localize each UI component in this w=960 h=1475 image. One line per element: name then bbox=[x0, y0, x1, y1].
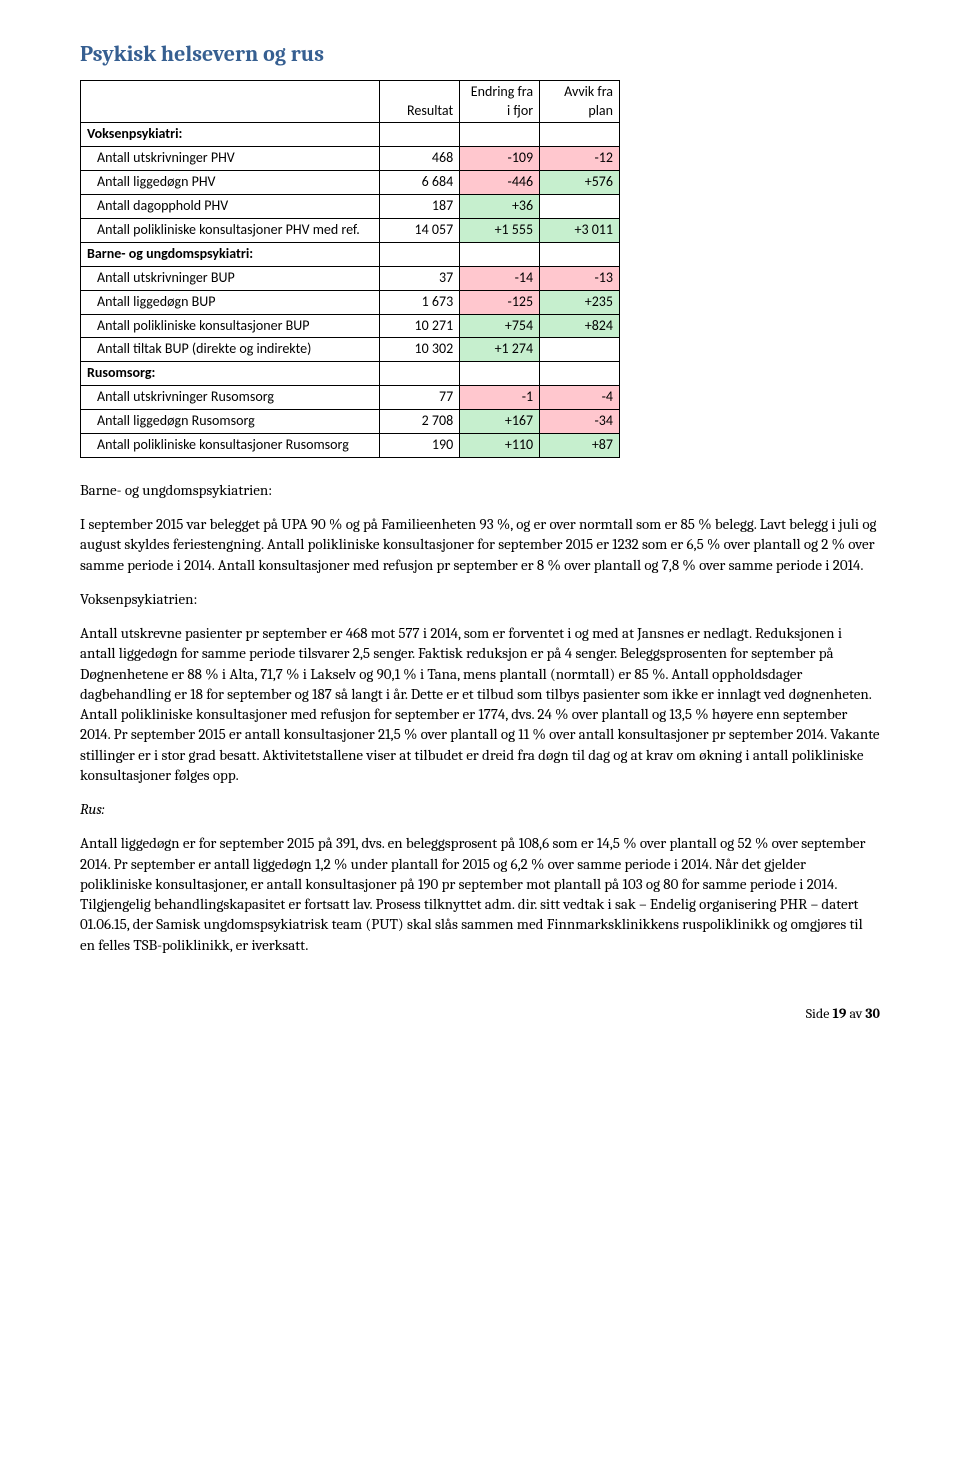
table-cell-result: 37 bbox=[380, 266, 460, 290]
table-section-row: Rusomsorg: bbox=[81, 362, 620, 386]
table-header-row: Resultat Endring fra i fjor Avvik fra pl… bbox=[81, 80, 620, 123]
col-header-deviation: Avvik fra plan bbox=[540, 80, 620, 123]
table-cell-result: 6 684 bbox=[380, 171, 460, 195]
table-cell-deviation: -12 bbox=[540, 147, 620, 171]
table-cell-deviation bbox=[540, 195, 620, 219]
table-cell-change: -109 bbox=[460, 147, 540, 171]
table-cell-blank bbox=[540, 242, 620, 266]
table-cell-change: +754 bbox=[460, 314, 540, 338]
table-cell-change: -1 bbox=[460, 386, 540, 410]
table-cell-change: +36 bbox=[460, 195, 540, 219]
table-row: Antall liggedøgn Rusomsorg2 708+167-34 bbox=[81, 410, 620, 434]
table-cell-label: Antall liggedøgn BUP bbox=[81, 290, 380, 314]
table-section-label: Voksenpsykiatri: bbox=[81, 123, 380, 147]
table-row: Antall utskrivninger PHV468-109-12 bbox=[81, 147, 620, 171]
table-cell-label: Antall polikliniske konsultasjoner BUP bbox=[81, 314, 380, 338]
paragraph-rus: Antall liggedøgn er for september 2015 p… bbox=[80, 833, 880, 955]
table-cell-blank bbox=[460, 123, 540, 147]
table-cell-deviation: -4 bbox=[540, 386, 620, 410]
table-cell-deviation: +576 bbox=[540, 171, 620, 195]
footer-mid: av bbox=[846, 1005, 865, 1022]
page-footer: Side 19 av 30 bbox=[80, 1005, 880, 1024]
table-row: Antall utskrivninger BUP37-14-13 bbox=[81, 266, 620, 290]
table-section-row: Voksenpsykiatri: bbox=[81, 123, 620, 147]
page-title: Psykisk helsevern og rus bbox=[80, 40, 880, 70]
table-cell-label: Antall polikliniske konsultasjoner PHV m… bbox=[81, 219, 380, 243]
table-cell-label: Antall utskrivninger BUP bbox=[81, 266, 380, 290]
footer-page: 19 bbox=[832, 1005, 846, 1022]
table-cell-result: 2 708 bbox=[380, 410, 460, 434]
table-cell-deviation: +87 bbox=[540, 434, 620, 458]
table-cell-result: 10 302 bbox=[380, 338, 460, 362]
table-cell-result: 14 057 bbox=[380, 219, 460, 243]
table-cell-change: +1 274 bbox=[460, 338, 540, 362]
subheading-voksen: Voksenpsykiatrien: bbox=[80, 589, 880, 609]
table-cell-deviation: -34 bbox=[540, 410, 620, 434]
table-cell-change: +110 bbox=[460, 434, 540, 458]
paragraph-voksen: Antall utskrevne pasienter pr september … bbox=[80, 623, 880, 785]
footer-total: 30 bbox=[865, 1005, 880, 1022]
table-section-row: Barne- og ungdomspsykiatri: bbox=[81, 242, 620, 266]
table-cell-result: 10 271 bbox=[380, 314, 460, 338]
table-cell-label: Antall utskrivninger Rusomsorg bbox=[81, 386, 380, 410]
table-cell-blank bbox=[460, 242, 540, 266]
table-cell-label: Antall utskrivninger PHV bbox=[81, 147, 380, 171]
table-section-label: Barne- og ungdomspsykiatri: bbox=[81, 242, 380, 266]
table-row: Antall dagopphold PHV187+36 bbox=[81, 195, 620, 219]
table-cell-deviation: +3 011 bbox=[540, 219, 620, 243]
table-section-label: Rusomsorg: bbox=[81, 362, 380, 386]
table-cell-blank bbox=[380, 242, 460, 266]
table-cell-blank bbox=[540, 362, 620, 386]
col-header-result: Resultat bbox=[380, 80, 460, 123]
table-cell-blank bbox=[540, 123, 620, 147]
paragraph-bup: I september 2015 var belegget på UPA 90 … bbox=[80, 514, 880, 575]
subheading-bup: Barne- og ungdomspsykiatrien: bbox=[80, 480, 880, 500]
col-header-blank bbox=[81, 80, 380, 123]
table-row: Antall utskrivninger Rusomsorg77-1-4 bbox=[81, 386, 620, 410]
table-cell-label: Antall polikliniske konsultasjoner Rusom… bbox=[81, 434, 380, 458]
table-cell-deviation bbox=[540, 338, 620, 362]
table-cell-change: -446 bbox=[460, 171, 540, 195]
table-cell-label: Antall dagopphold PHV bbox=[81, 195, 380, 219]
table-cell-result: 468 bbox=[380, 147, 460, 171]
col-header-change: Endring fra i fjor bbox=[460, 80, 540, 123]
table-row: Antall liggedøgn PHV6 684-446+576 bbox=[81, 171, 620, 195]
table-cell-result: 190 bbox=[380, 434, 460, 458]
table-row: Antall liggedøgn BUP1 673-125+235 bbox=[81, 290, 620, 314]
table-cell-change: -125 bbox=[460, 290, 540, 314]
table-row: Antall tiltak BUP (direkte og indirekte)… bbox=[81, 338, 620, 362]
table-cell-blank bbox=[380, 123, 460, 147]
footer-prefix: Side bbox=[806, 1005, 833, 1022]
table-cell-change: -14 bbox=[460, 266, 540, 290]
table-cell-result: 77 bbox=[380, 386, 460, 410]
table-row: Antall polikliniske konsultasjoner BUP10… bbox=[81, 314, 620, 338]
table-cell-deviation: +235 bbox=[540, 290, 620, 314]
table-cell-blank bbox=[460, 362, 540, 386]
table-cell-change: +1 555 bbox=[460, 219, 540, 243]
activity-table: Resultat Endring fra i fjor Avvik fra pl… bbox=[80, 80, 620, 458]
table-cell-result: 187 bbox=[380, 195, 460, 219]
subheading-rus: Rus: bbox=[80, 799, 880, 819]
table-cell-result: 1 673 bbox=[380, 290, 460, 314]
table-cell-label: Antall tiltak BUP (direkte og indirekte) bbox=[81, 338, 380, 362]
table-cell-change: +167 bbox=[460, 410, 540, 434]
table-cell-deviation: -13 bbox=[540, 266, 620, 290]
table-cell-label: Antall liggedøgn Rusomsorg bbox=[81, 410, 380, 434]
table-cell-deviation: +824 bbox=[540, 314, 620, 338]
table-cell-blank bbox=[380, 362, 460, 386]
table-row: Antall polikliniske konsultasjoner PHV m… bbox=[81, 219, 620, 243]
table-row: Antall polikliniske konsultasjoner Rusom… bbox=[81, 434, 620, 458]
body-text: Barne- og ungdomspsykiatrien: I septembe… bbox=[80, 480, 880, 955]
table-cell-label: Antall liggedøgn PHV bbox=[81, 171, 380, 195]
